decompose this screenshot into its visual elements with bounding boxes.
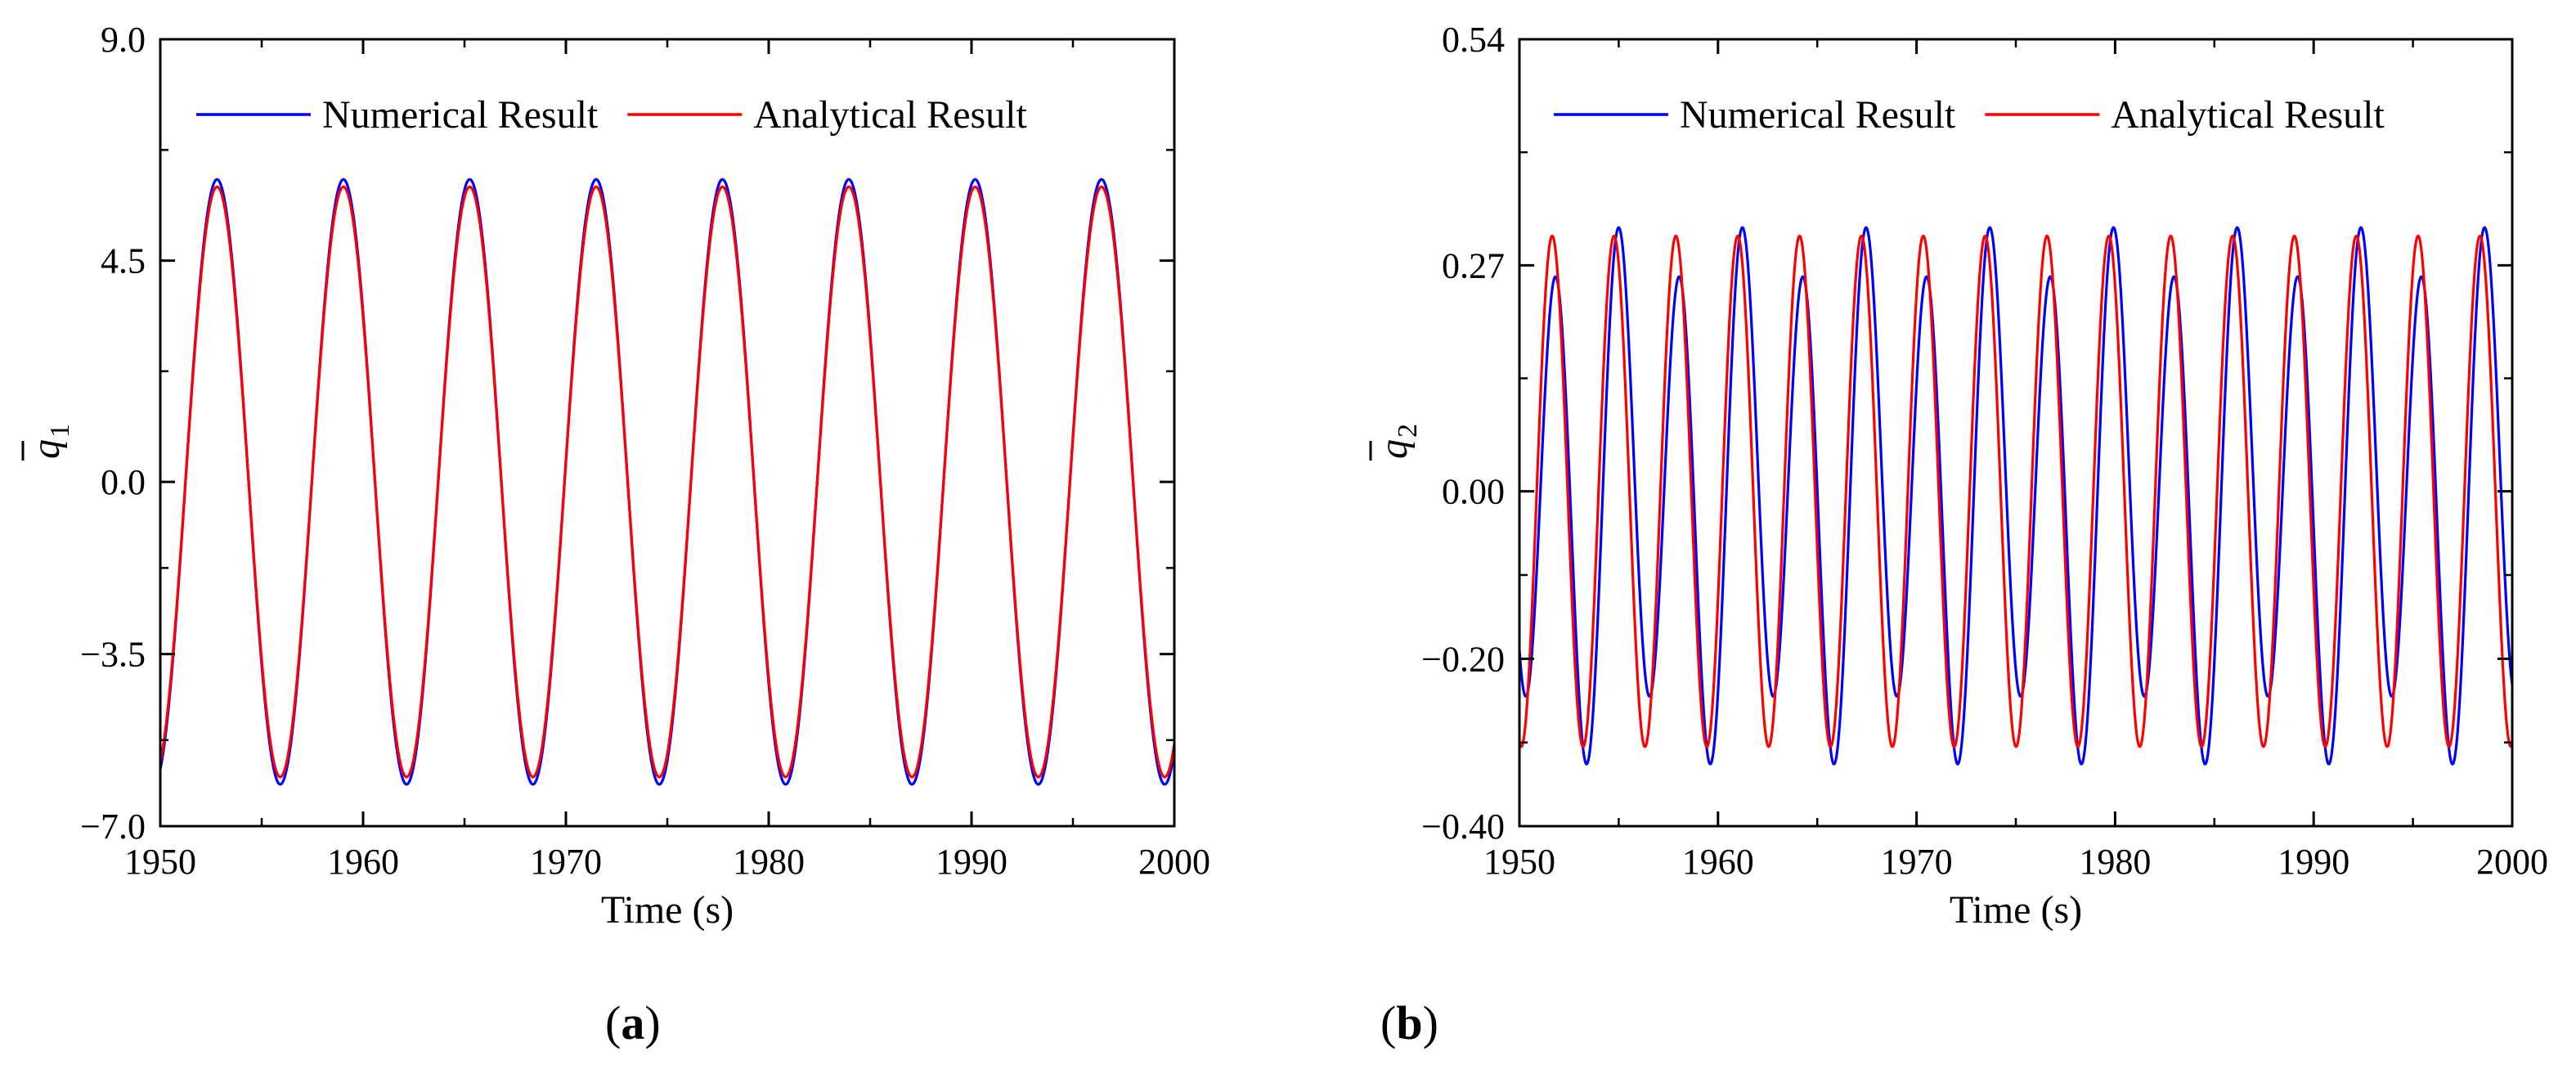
y-tick-label: −7.0 xyxy=(80,807,146,847)
chart-a: 1950 1960 1970 1980 1990 2000 −7.0 −3.5 0.0 4.5 9.… xyxy=(21,20,1210,1049)
panel-label: (b) xyxy=(1380,996,1438,1049)
y-axis-symbol: q xyxy=(1372,439,1416,459)
x-tick-label: 1950 xyxy=(1483,842,1555,882)
y-tick-label: −0.40 xyxy=(1421,807,1505,847)
legend: Numerical Result Analytical Result xyxy=(196,93,1028,137)
panel-label-open: ( xyxy=(605,996,621,1049)
legend-label-numerical-result: Numerical Result xyxy=(1680,93,1956,137)
x-tick-label: 1960 xyxy=(327,842,399,882)
legend-label-numerical-result: Numerical Result xyxy=(322,93,599,137)
legend: Numerical Result Analytical Result xyxy=(1554,93,2385,137)
y-tick-label: 4.5 xyxy=(101,241,146,281)
y-tick-label: 0.54 xyxy=(1442,20,1505,60)
panel-label-letter: a xyxy=(621,996,644,1049)
panel-label-letter: b xyxy=(1396,996,1422,1049)
panel-label-open: ( xyxy=(1380,996,1396,1049)
plot-frame xyxy=(159,38,1176,828)
y-tick-label: 9.0 xyxy=(101,20,146,60)
y-tick-label: −3.5 xyxy=(80,635,146,675)
x-tick-label: 2000 xyxy=(1138,842,1210,882)
chart-b: 1950 1960 1970 1980 1990 2000 −0.40 −0.20 0.00 0.… xyxy=(1369,20,2548,1049)
y-axis-subscript: 2 xyxy=(1393,424,1423,438)
y-tick-label: 0.0 xyxy=(101,462,146,502)
x-tick-label: 1970 xyxy=(530,842,602,882)
x-tick-label: 1970 xyxy=(1881,842,1953,882)
y-tick-label: 0.27 xyxy=(1442,245,1505,285)
legend-label-analytical-result: Analytical Result xyxy=(2111,93,2385,137)
series-line-analytical-result xyxy=(1519,234,2512,748)
y-tick-label: −0.20 xyxy=(1421,639,1505,679)
x-tick-label: 1990 xyxy=(936,842,1008,882)
y-axis-subscript: 1 xyxy=(45,424,75,438)
y-axis-title: q1 xyxy=(21,424,75,461)
x-tick-label: 1990 xyxy=(2278,842,2349,882)
x-axis-title: Time (s) xyxy=(1950,888,2082,932)
x-tick-label: 1950 xyxy=(124,842,196,882)
y-axis-symbol: q xyxy=(25,439,68,459)
x-axis-title: Time (s) xyxy=(601,888,734,932)
plot-frame xyxy=(1518,38,2514,828)
y-axis-title: q2 xyxy=(1369,424,1423,461)
panel-label: (a) xyxy=(605,996,661,1049)
x-tick-label: 1980 xyxy=(2079,842,2151,882)
x-tick-label: 1960 xyxy=(1682,842,1754,882)
x-tick-label: 2000 xyxy=(2476,842,2548,882)
y-tick-label: 0.00 xyxy=(1442,472,1505,512)
legend-label-analytical-result: Analytical Result xyxy=(753,93,1027,137)
series-line-analytical-result xyxy=(160,185,1174,779)
x-tick-label: 1980 xyxy=(733,842,805,882)
panel-label-close: ) xyxy=(644,996,660,1049)
panel-label-close: ) xyxy=(1423,996,1438,1049)
